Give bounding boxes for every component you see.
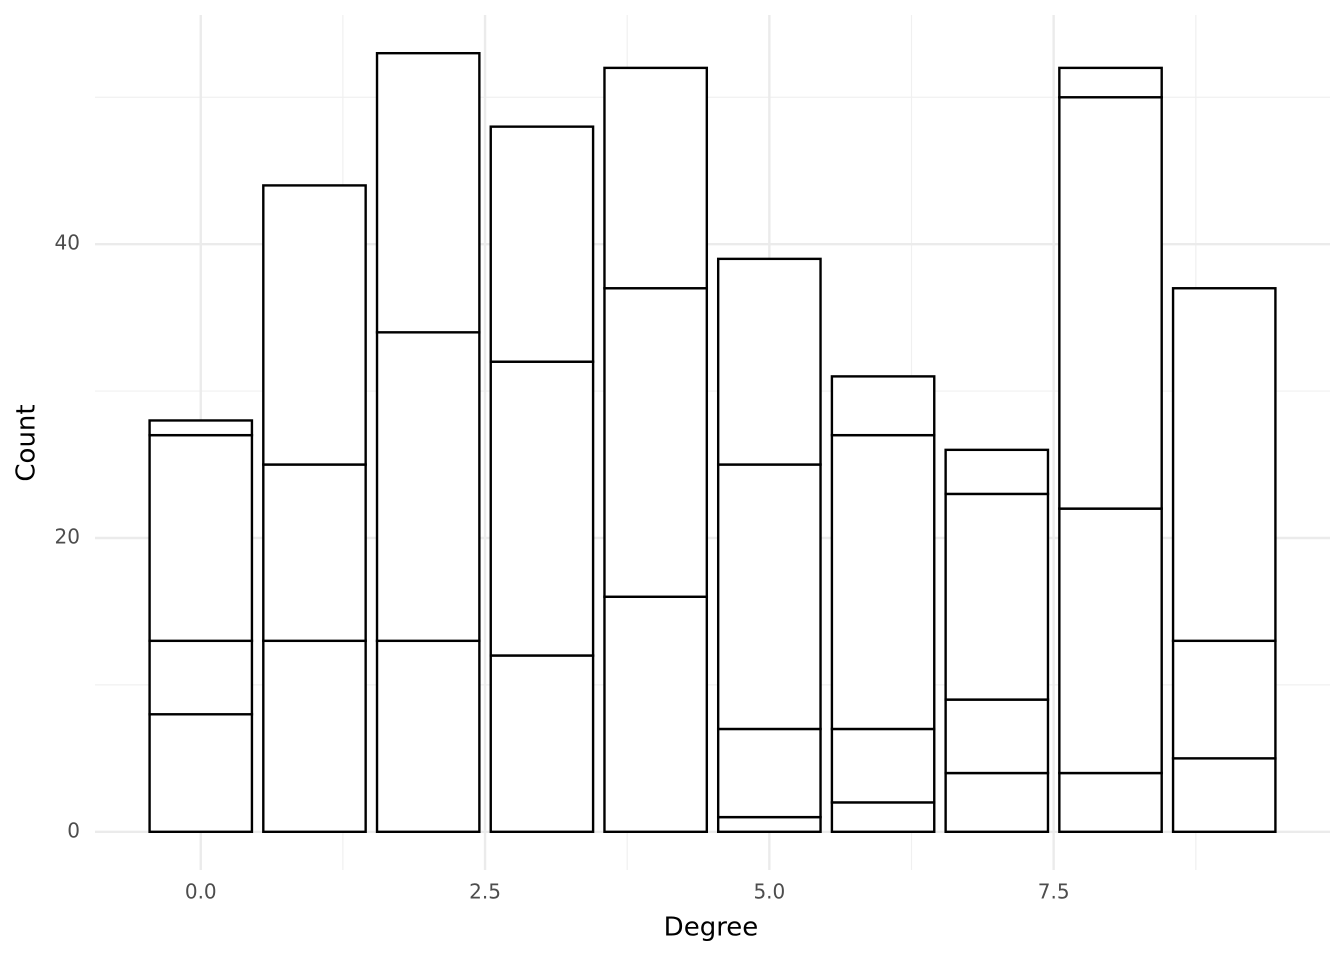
bar-segment — [1058, 96, 1163, 510]
bar-segment — [148, 419, 254, 437]
bar-segment — [716, 727, 822, 819]
bar-segment — [489, 654, 595, 834]
bar-segment — [603, 595, 709, 834]
bar-segment — [148, 639, 254, 716]
y-tick-label: 20 — [55, 524, 80, 548]
bar-segment — [1058, 507, 1163, 775]
bar-segment — [830, 433, 936, 731]
bar-segment — [489, 125, 595, 363]
bar-segment — [262, 463, 367, 643]
x-axis-title: Degree — [664, 913, 759, 943]
x-tick-label: 0.0 — [185, 880, 217, 904]
bar-segment — [944, 492, 1050, 701]
bar-segment — [830, 727, 936, 804]
bar-segment — [603, 287, 709, 598]
bar-segment — [1058, 771, 1163, 834]
bar-segment — [944, 698, 1050, 775]
y-tick-label: 0 — [67, 818, 80, 842]
bar-segment — [830, 375, 936, 437]
bar-segment — [716, 463, 822, 731]
bar-segment — [944, 448, 1050, 496]
bar-segment — [603, 66, 709, 290]
y-tick-label: 40 — [55, 231, 80, 255]
bar-segment — [489, 360, 595, 657]
x-tick-label: 5.0 — [753, 880, 785, 904]
bar-segment — [148, 713, 254, 834]
bar-segment — [1171, 639, 1277, 760]
bar-segment — [830, 801, 936, 834]
bar-segment — [944, 771, 1050, 834]
bar-segment — [262, 184, 367, 466]
bar-segment — [375, 331, 481, 643]
bar-segment — [1171, 757, 1277, 834]
bar-segment — [262, 639, 367, 834]
bar-segment — [148, 433, 254, 643]
bar-segment — [716, 815, 822, 834]
bar-segment — [716, 257, 822, 466]
bar-segment — [375, 639, 481, 834]
bar-segment — [1171, 287, 1277, 643]
x-tick-label: 2.5 — [469, 880, 501, 904]
bar-segment — [1058, 66, 1163, 99]
bar-segment — [375, 51, 481, 334]
x-tick-label: 7.5 — [1038, 880, 1070, 904]
y-axis-title: Count — [12, 404, 42, 481]
